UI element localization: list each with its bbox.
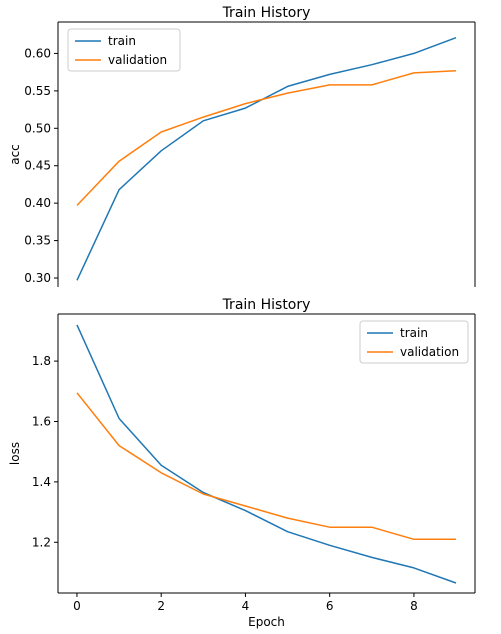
x-axis-label: Epoch <box>248 615 285 629</box>
y-tick-label: 1.4 <box>32 475 51 489</box>
y-tick-label: 0.45 <box>24 159 51 173</box>
series-line-train <box>76 36 457 281</box>
x-tick-label: 8 <box>410 599 418 613</box>
legend-label-train: train <box>400 326 428 340</box>
y-tick-label: 0.50 <box>24 121 51 135</box>
legend-label-validation: validation <box>108 53 167 67</box>
y-tick-label: 1.2 <box>32 535 51 549</box>
y-axis-label: acc <box>8 144 22 165</box>
legend-label-validation: validation <box>400 345 459 359</box>
accuracy-chart: Train History 0.30 0.35 0.40 0.45 0.50 0.55 0.6… <box>8 5 476 287</box>
y-axis-label: loss <box>8 442 22 465</box>
x-tick-label: 6 <box>326 599 334 613</box>
loss-chart: Train History 1.2 1.4 1.6 1.8 0 2 4 6 8 loss Epoch t… <box>8 297 476 629</box>
series-line-validation <box>76 69 457 206</box>
y-tick-label: 0.30 <box>24 271 51 285</box>
x-tick-label: 4 <box>242 599 250 613</box>
legend-label-train: train <box>108 34 136 48</box>
y-tick-label: 0.40 <box>24 196 51 210</box>
y-tick-label: 1.6 <box>32 414 51 428</box>
chart-title: Train History <box>222 5 311 21</box>
series-line-validation <box>76 392 456 541</box>
series-line-train <box>76 324 457 584</box>
legend: train validation <box>67 28 181 72</box>
chart-title: Train History <box>222 297 311 313</box>
y-tick-label: 0.55 <box>24 84 51 98</box>
y-tick-label: 1.8 <box>32 354 51 368</box>
x-tick-label: 2 <box>157 599 165 613</box>
x-tick-label: 0 <box>73 599 81 613</box>
legend: train validation <box>359 320 469 364</box>
y-tick-label: 0.35 <box>24 234 51 248</box>
y-tick-label: 0.60 <box>24 46 51 60</box>
